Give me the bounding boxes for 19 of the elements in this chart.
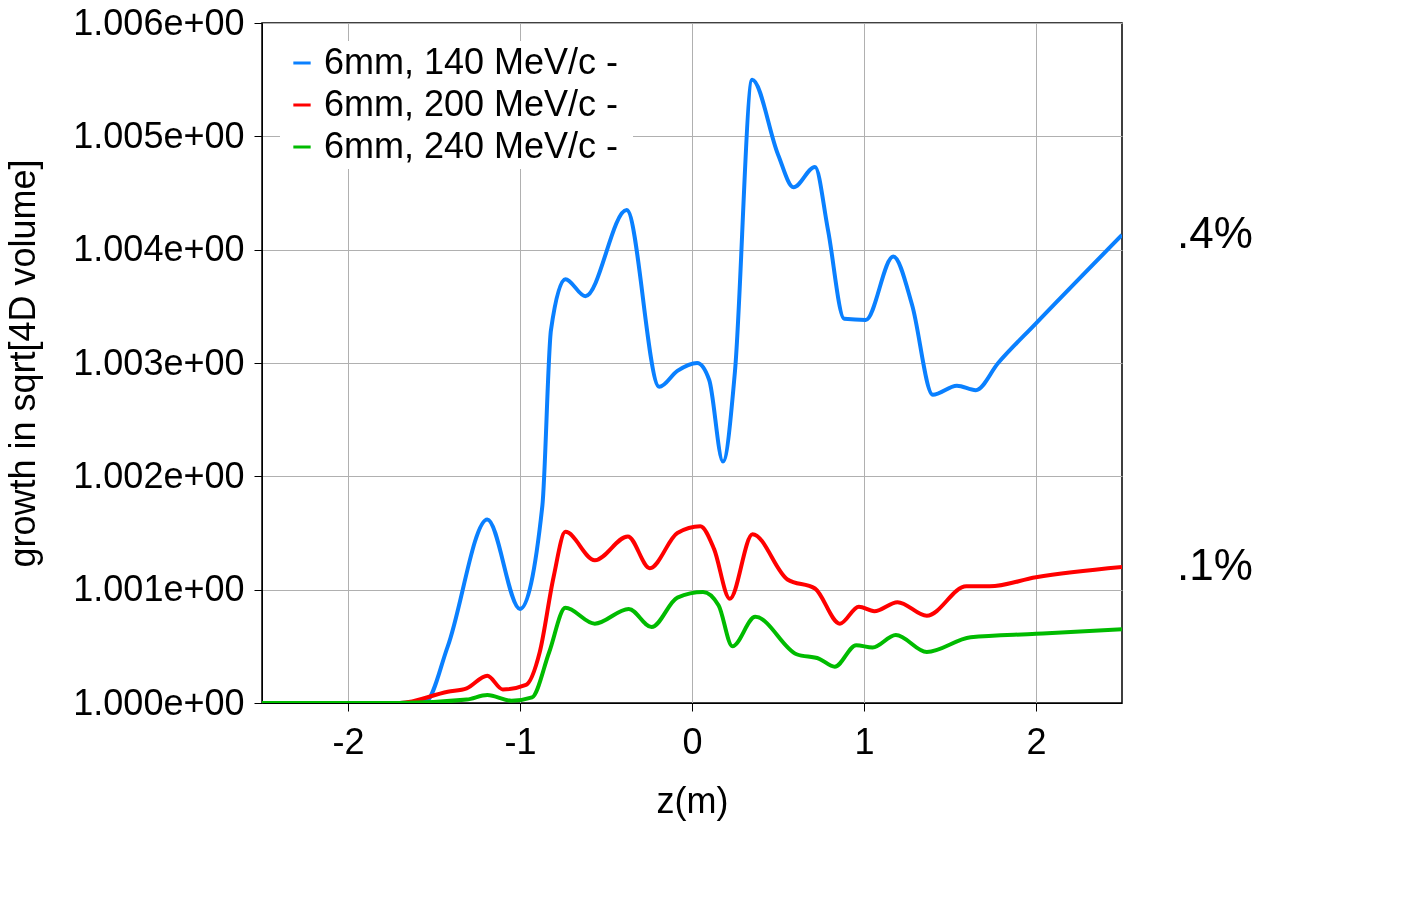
x-axis-title: z(m)	[656, 779, 729, 821]
annotation: .4%	[1177, 207, 1253, 257]
y-tick-label: 1.006e+00	[73, 1, 245, 43]
legend-label: 6mm, 240 MeV/c -	[324, 125, 619, 166]
y-tick-label: 1.005e+00	[73, 114, 245, 156]
y-tick-label: 1.004e+00	[73, 228, 245, 270]
legend-label: 6mm, 140 MeV/c -	[324, 41, 619, 82]
y-tick-label: 1.003e+00	[73, 341, 245, 383]
y-tick-label: 1.000e+00	[73, 681, 245, 723]
x-tick-label: 0	[682, 720, 703, 762]
x-tick-label: -2	[332, 720, 365, 762]
x-tick-label: 1	[854, 720, 875, 762]
annotation: .1%	[1177, 540, 1253, 589]
legend-label: 6mm, 200 MeV/c -	[324, 83, 619, 124]
y-axis-title: growth in sqrt[4D volume]	[2, 159, 44, 568]
x-tick-label: 2	[1026, 720, 1047, 762]
y-tick-label: 1.001e+00	[73, 568, 245, 610]
y-tick-label: 1.002e+00	[73, 454, 245, 496]
x-tick-label: -1	[504, 720, 537, 762]
